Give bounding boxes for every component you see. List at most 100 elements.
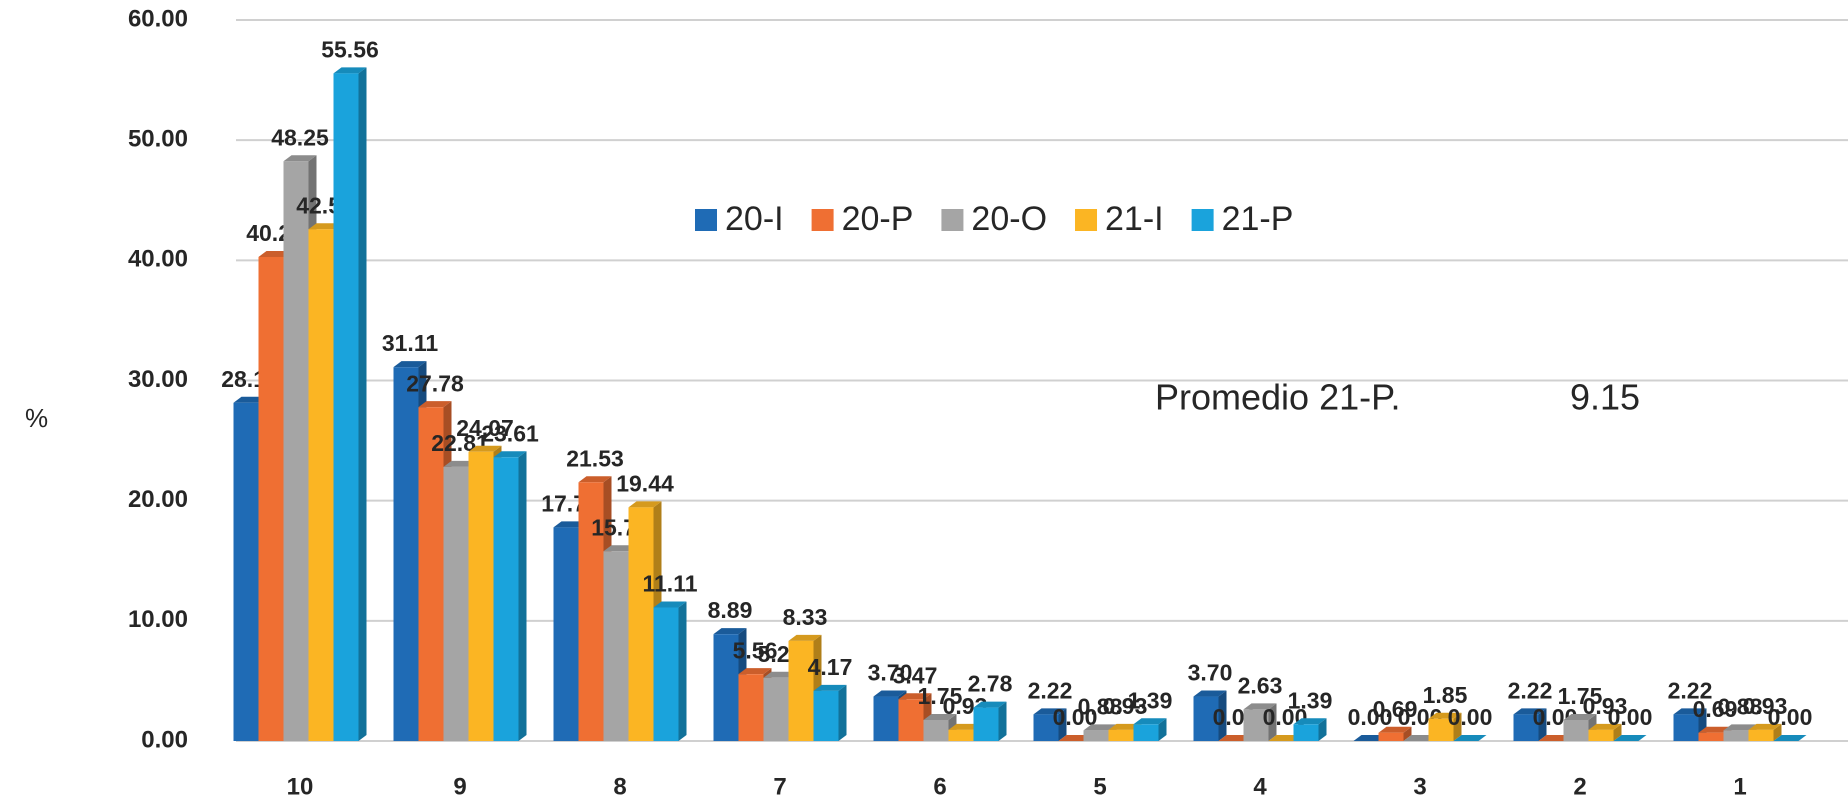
bar bbox=[813, 690, 839, 741]
legend-label: 20-O bbox=[971, 200, 1047, 238]
legend-label: 20-P bbox=[842, 200, 914, 238]
data-label: 1.39 bbox=[1128, 687, 1173, 713]
bar bbox=[308, 229, 334, 742]
bar bbox=[553, 527, 579, 741]
data-label: 31.11 bbox=[382, 330, 438, 356]
bar-top bbox=[713, 628, 747, 635]
y-tick-label: 10.00 bbox=[128, 606, 188, 633]
bar bbox=[578, 482, 604, 741]
bar-side bbox=[1453, 712, 1462, 741]
bar bbox=[468, 451, 494, 741]
bar-top bbox=[1218, 735, 1252, 741]
y-tick-label: 30.00 bbox=[128, 366, 188, 393]
bar bbox=[1513, 714, 1539, 741]
data-label: 1.75 bbox=[1558, 683, 1603, 709]
data-label: 0.93 bbox=[1743, 693, 1788, 719]
bar-top bbox=[1378, 726, 1412, 733]
data-label: 3.70 bbox=[1188, 660, 1233, 686]
bar bbox=[873, 696, 899, 741]
data-label: 4.17 bbox=[808, 654, 853, 680]
data-label: 2.22 bbox=[1028, 677, 1073, 703]
bar-top bbox=[898, 693, 932, 700]
data-label: 2.22 bbox=[1668, 677, 1713, 703]
bar-top bbox=[233, 396, 267, 403]
bar-top bbox=[1773, 735, 1807, 741]
bar bbox=[763, 677, 789, 741]
bar-top bbox=[973, 701, 1007, 708]
data-label: 23.61 bbox=[481, 420, 539, 446]
bar-side bbox=[358, 67, 367, 741]
data-label: 2.78 bbox=[968, 671, 1013, 697]
data-label: 0.88 bbox=[1078, 694, 1123, 720]
bar-side bbox=[1058, 708, 1067, 741]
bar bbox=[1083, 730, 1109, 741]
data-label: 5.56 bbox=[733, 637, 778, 663]
bar bbox=[923, 719, 949, 741]
bar-top bbox=[1613, 735, 1647, 741]
bar bbox=[393, 367, 419, 741]
bar-side bbox=[1613, 723, 1622, 741]
y-tick-label: 50.00 bbox=[128, 126, 188, 153]
bar bbox=[1033, 714, 1059, 741]
data-label: 3.70 bbox=[868, 660, 913, 686]
bar-top bbox=[333, 67, 367, 74]
x-tick-label: 7 bbox=[773, 773, 786, 800]
x-tick-label: 6 bbox=[933, 773, 946, 800]
bar-top bbox=[1453, 735, 1487, 741]
bar bbox=[1673, 714, 1699, 741]
bar bbox=[788, 640, 814, 741]
data-label: 0.69 bbox=[1693, 696, 1738, 722]
bar-top bbox=[1243, 703, 1277, 710]
data-label: 24.07 bbox=[456, 415, 514, 441]
data-label: 48.25 bbox=[271, 124, 329, 150]
legend-swatch bbox=[811, 209, 834, 231]
bar bbox=[898, 699, 924, 741]
data-label: 0.00 bbox=[1768, 704, 1813, 730]
data-label: 0.00 bbox=[1348, 704, 1393, 730]
data-label: 3.47 bbox=[893, 662, 938, 688]
y-tick-label: 20.00 bbox=[128, 486, 188, 513]
legend-label: 21-I bbox=[1105, 200, 1164, 238]
bar-side bbox=[998, 701, 1007, 741]
bar-top bbox=[1563, 713, 1597, 720]
bar-top bbox=[1293, 718, 1327, 725]
data-label: 1.75 bbox=[918, 683, 963, 709]
data-label: 8.33 bbox=[783, 604, 828, 630]
data-label: 1.85 bbox=[1423, 682, 1468, 708]
data-label: 0.00 bbox=[1608, 704, 1653, 730]
bar-side bbox=[838, 684, 847, 741]
bar-top bbox=[628, 501, 662, 508]
bar-top bbox=[443, 460, 477, 467]
bar-top bbox=[1353, 735, 1387, 741]
bar-top bbox=[308, 223, 342, 230]
x-tick-label: 1 bbox=[1733, 773, 1746, 800]
bar-side bbox=[1773, 723, 1782, 741]
data-label: 2.22 bbox=[1508, 677, 1553, 703]
data-label: 1.39 bbox=[1288, 687, 1333, 713]
bar bbox=[1428, 718, 1454, 741]
bar-top bbox=[1193, 690, 1227, 697]
bar-side bbox=[1538, 708, 1547, 741]
bar bbox=[443, 466, 469, 741]
data-label: 55.56 bbox=[321, 36, 379, 62]
bar-top bbox=[1748, 723, 1782, 730]
bar-top bbox=[418, 401, 452, 408]
bar bbox=[948, 729, 974, 741]
bar-top bbox=[1538, 735, 1572, 741]
bar-top bbox=[1058, 735, 1092, 741]
data-label: 2.63 bbox=[1238, 672, 1283, 698]
bar-top bbox=[1108, 723, 1142, 730]
bar bbox=[653, 607, 679, 741]
bar-side bbox=[1403, 726, 1412, 741]
bar-top bbox=[1428, 712, 1462, 719]
bar-top bbox=[873, 690, 907, 697]
x-tick-label: 3 bbox=[1413, 773, 1426, 800]
bar bbox=[418, 407, 444, 741]
bar-top bbox=[493, 451, 527, 458]
bar-top bbox=[1403, 735, 1437, 741]
bar-top bbox=[258, 250, 292, 257]
bar bbox=[1193, 696, 1219, 741]
bar-side bbox=[1158, 718, 1167, 741]
bar-side bbox=[1268, 703, 1277, 741]
